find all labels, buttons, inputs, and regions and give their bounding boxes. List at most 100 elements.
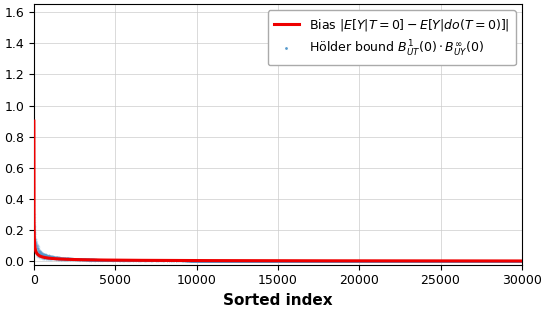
Point [323,258,331,263]
Point [341,258,350,263]
Point [184,258,193,263]
Point [395,258,404,263]
Point [105,257,114,262]
Point [304,258,312,263]
Point [58,256,67,261]
Point [321,258,330,263]
Point [475,258,484,263]
Point [60,256,68,261]
Point [128,258,136,263]
Point [364,258,372,263]
Point [483,259,491,264]
Point [146,258,155,263]
Point [429,258,437,263]
Point [488,258,496,263]
Point [446,258,454,263]
Point [75,256,84,261]
Point [411,258,419,263]
Point [349,258,358,263]
Point [392,258,401,263]
Point [468,258,477,263]
Point [336,258,345,263]
Point [460,258,469,263]
Point [332,258,341,263]
Point [417,258,425,263]
Point [428,258,437,263]
Point [268,258,277,263]
Point [379,259,388,264]
Point [227,258,235,263]
Point [361,258,370,263]
Point [456,258,465,263]
Point [458,258,467,263]
Point [187,258,195,263]
Point [183,258,192,263]
Point [109,258,118,263]
Point [394,258,402,263]
Point [222,258,230,263]
Point [83,257,92,262]
Point [254,258,263,263]
Point [442,258,451,263]
Point [488,258,496,263]
Point [378,258,387,263]
Point [461,258,470,263]
Point [466,258,475,263]
Point [102,257,110,262]
Point [148,258,157,263]
Point [60,256,68,261]
Point [189,258,198,263]
Point [130,258,139,263]
Point [295,259,304,264]
Point [114,257,122,262]
Point [401,258,410,263]
Point [272,258,281,263]
Point [295,258,304,263]
Point [319,258,328,263]
Point [325,258,334,263]
Point [375,258,383,263]
Point [347,258,355,263]
Point [508,258,517,263]
Point [435,258,443,263]
Point [299,258,308,263]
Point [215,258,224,263]
Point [314,258,323,263]
Point [296,258,305,263]
Point [327,258,335,263]
Point [213,258,222,263]
Point [431,259,440,264]
Point [389,258,398,263]
Point [123,258,132,263]
Point [187,258,196,263]
Point [300,258,309,263]
Point [375,258,384,263]
Point [48,255,57,260]
Point [67,256,75,261]
Point [446,258,455,263]
Point [304,258,312,263]
Point [37,251,45,256]
Point [39,252,48,257]
Point [454,258,462,263]
Point [262,258,270,263]
Point [429,258,438,263]
Point [78,257,86,262]
Point [436,258,444,263]
Point [180,258,188,263]
Point [458,258,466,263]
Point [409,258,418,263]
Point [305,258,313,263]
Point [430,258,438,263]
Point [116,258,124,263]
Point [505,258,513,263]
Point [150,258,159,263]
Point [64,257,73,262]
Point [128,258,137,263]
Point [108,258,116,263]
Point [102,257,110,262]
Point [197,258,205,263]
Point [393,258,402,263]
Point [251,258,259,263]
Point [255,258,264,263]
